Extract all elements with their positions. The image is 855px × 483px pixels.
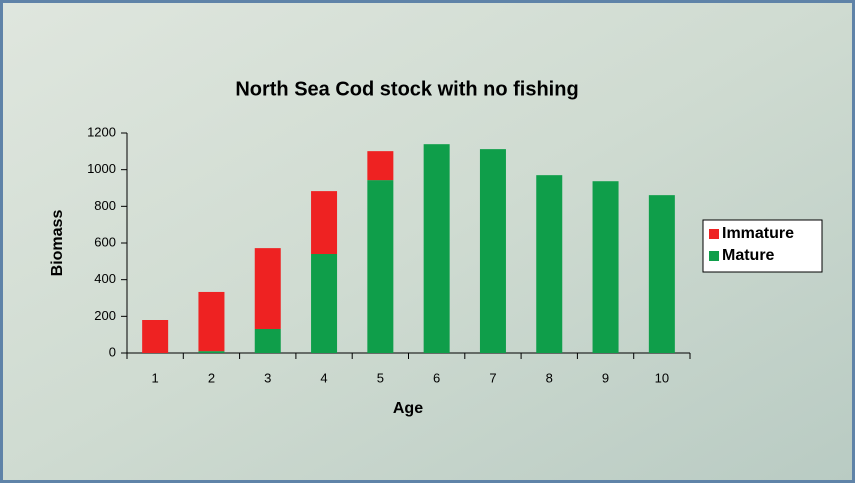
bar-segment (480, 149, 506, 353)
bar-segment (198, 351, 224, 353)
y-tick-label: 800 (94, 198, 116, 213)
y-tick-label: 1000 (87, 161, 116, 176)
bar-segment (367, 180, 393, 353)
x-tick-label: 4 (320, 370, 327, 385)
bar-segment (593, 181, 619, 353)
x-tick-label: 10 (655, 370, 669, 385)
bar-segment (255, 329, 281, 353)
bar-segment (311, 254, 337, 353)
y-axis-label: Biomass (49, 210, 66, 277)
y-tick-label: 0 (109, 344, 116, 359)
page: North Sea Cod stock with no fishing Biom… (0, 0, 855, 483)
x-axis-label: Age (393, 400, 423, 417)
x-tick-label: 7 (489, 370, 496, 385)
bar-segment (649, 195, 675, 353)
bar-segment (198, 292, 224, 351)
x-tick-label: 5 (377, 370, 384, 385)
bar-segment (424, 144, 450, 353)
bar-segment (311, 191, 337, 254)
legend-swatch (709, 229, 719, 239)
x-tick-label: 1 (152, 370, 159, 385)
bar-segment (367, 151, 393, 180)
x-tick-label: 6 (433, 370, 440, 385)
legend-label: Mature (722, 247, 775, 264)
bar-segment (536, 175, 562, 353)
legend-swatch (709, 251, 719, 261)
legend-label: Immature (722, 225, 794, 242)
bar-segment (255, 248, 281, 329)
y-tick-label: 1200 (87, 124, 116, 139)
y-tick-label: 400 (94, 271, 116, 286)
x-tick-label: 3 (264, 370, 271, 385)
x-tick-label: 9 (602, 370, 609, 385)
chart-title: North Sea Cod stock with no fishing (235, 78, 578, 100)
chart: North Sea Cod stock with no fishing Biom… (0, 0, 855, 483)
bar-segment (142, 320, 168, 353)
x-tick-label: 2 (208, 370, 215, 385)
x-tick-label: 8 (546, 370, 553, 385)
y-tick-label: 600 (94, 234, 116, 249)
y-tick-label: 200 (94, 308, 116, 323)
